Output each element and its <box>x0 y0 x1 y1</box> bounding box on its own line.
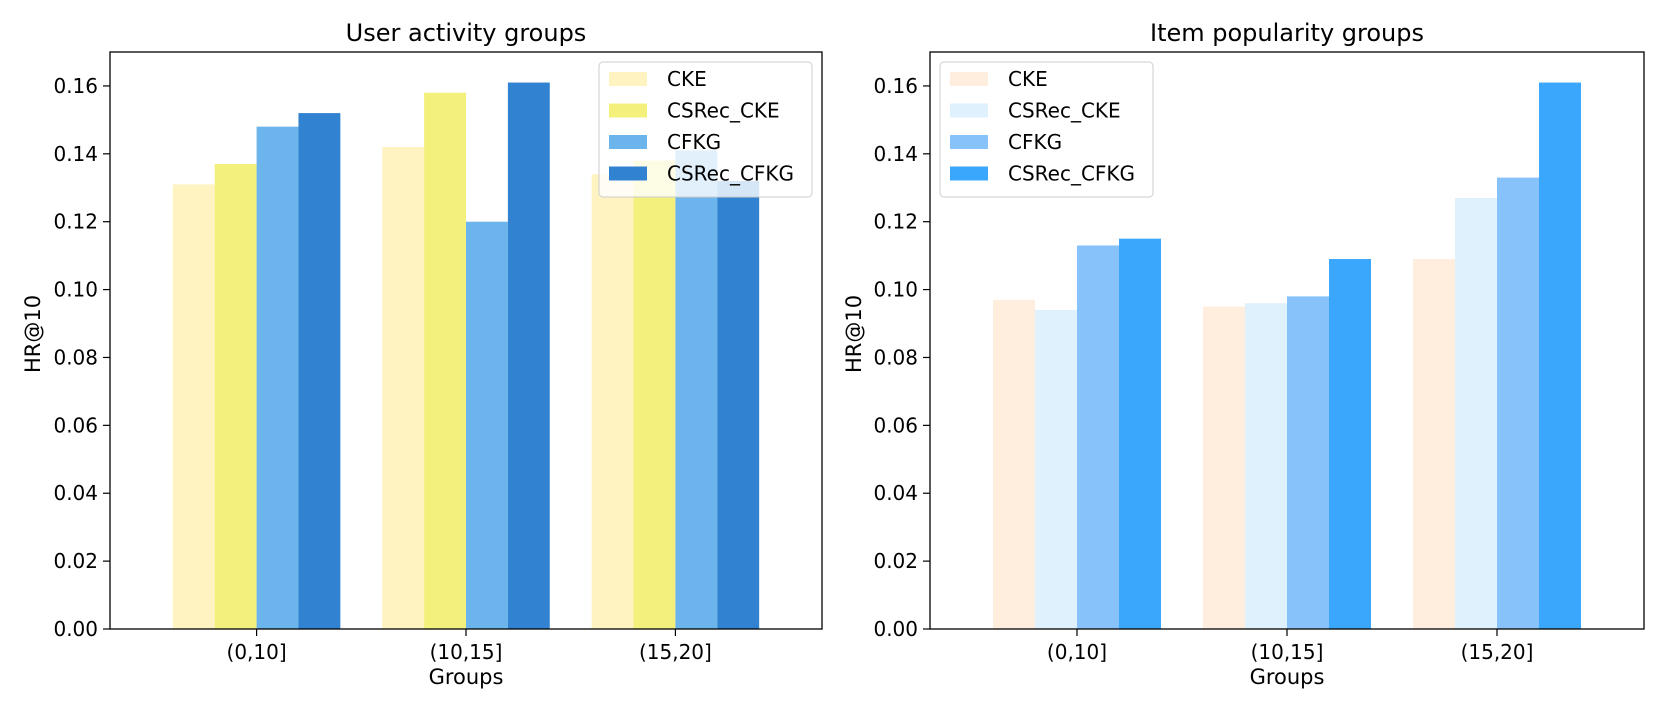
bar-csrec-cfkg-2 <box>1539 82 1581 630</box>
bar-csrec-cke-0 <box>214 164 257 629</box>
y-tick-label: 0.06 <box>53 413 98 437</box>
chart-title: User activity groups <box>346 19 587 47</box>
legend-label: CSRec_CKE <box>667 99 780 123</box>
panel-user-activity: User activity groups Groups HR@10 0.00 0.… <box>21 19 823 689</box>
y-axis-label: HR@10 <box>842 295 866 373</box>
bar-csrec-cke-2 <box>633 160 676 630</box>
x-tick-label: (0,10] <box>1047 640 1107 664</box>
bar-csrec-cfkg-1 <box>1329 259 1371 629</box>
bar-cke-0 <box>172 184 215 629</box>
x-axis-label: Groups <box>1250 665 1325 689</box>
y-tick-label: 0.10 <box>873 278 918 302</box>
y-tick-label: 0.10 <box>53 278 98 302</box>
y-axis-label: HR@10 <box>21 295 45 373</box>
y-tick-label: 0.04 <box>873 481 918 505</box>
legend-swatch <box>950 103 988 118</box>
y-tick-label: 0.16 <box>53 74 98 98</box>
bar-csrec-cke-1 <box>1245 303 1287 629</box>
y-tick-label: 0.00 <box>873 617 918 641</box>
legend-swatch <box>609 166 647 181</box>
bar-cke-2 <box>591 174 634 629</box>
y-tick-label: 0.04 <box>53 481 98 505</box>
legend-label: CFKG <box>1008 130 1062 154</box>
chart-title: Item popularity groups <box>1150 19 1424 47</box>
y-tick-label: 0.14 <box>873 142 918 166</box>
bar-csrec-cke-2 <box>1455 197 1497 629</box>
bar-cke-1 <box>382 147 425 630</box>
legend-swatch <box>950 166 988 181</box>
y-tick-label: 0.12 <box>873 210 918 234</box>
legend-label: CKE <box>667 67 707 91</box>
panel-item-popularity: Item popularity groups Groups HR@10 0.00… <box>842 19 1645 689</box>
bar-cfkg-1 <box>1287 296 1329 629</box>
legend: CKE CSRec_CKE CFKG CSRec_CFKG <box>939 61 1154 198</box>
y-tick-label: 0.08 <box>53 345 98 369</box>
legend-label: CSRec_CFKG <box>667 162 794 186</box>
bar-csrec-cfkg-1 <box>507 82 550 630</box>
legend-label: CKE <box>1008 67 1048 91</box>
x-tick-label: (10,15] <box>430 640 503 664</box>
legend-swatch <box>609 103 647 118</box>
legend-swatch <box>609 135 647 149</box>
bar-cfkg-0 <box>1077 245 1119 629</box>
y-tick-label: 0.08 <box>873 345 918 369</box>
x-tick-label: (15,20] <box>639 640 712 664</box>
x-tick-label: (15,20] <box>1461 640 1534 664</box>
bar-cke-2 <box>1413 259 1455 629</box>
legend-swatch <box>950 135 988 149</box>
legend-label: CFKG <box>667 130 721 154</box>
x-tick-label: (10,15] <box>1251 640 1324 664</box>
legend-label: CSRec_CFKG <box>1008 162 1135 186</box>
legend: CKE CSRec_CKE CFKG CSRec_CFKG <box>598 61 813 198</box>
bar-cke-1 <box>1203 306 1245 629</box>
legend-swatch <box>950 72 988 86</box>
legend-frame <box>598 61 813 198</box>
bar-cfkg-0 <box>256 126 299 630</box>
bar-cfkg-2 <box>1497 177 1539 629</box>
x-axis-label: Groups <box>429 665 504 689</box>
legend-swatch <box>609 72 647 86</box>
y-tick-label: 0.02 <box>53 549 98 573</box>
bar-cfkg-1 <box>466 221 508 629</box>
y-tick-label: 0.06 <box>873 413 918 437</box>
y-tick-label: 0.00 <box>53 617 98 641</box>
legend-frame <box>939 61 1154 198</box>
bar-csrec-cfkg-2 <box>717 180 760 630</box>
y-tick-label: 0.02 <box>873 549 918 573</box>
y-tick-label: 0.12 <box>53 210 98 234</box>
bar-csrec-cke-0 <box>1035 309 1077 629</box>
y-tick-label: 0.14 <box>53 142 98 166</box>
bar-csrec-cke-1 <box>424 92 466 630</box>
y-tick-label: 0.16 <box>873 74 918 98</box>
legend-label: CSRec_CKE <box>1008 99 1121 123</box>
bar-cfkg-2 <box>675 150 718 629</box>
bar-csrec-cfkg-0 <box>298 113 341 630</box>
x-tick-label: (0,10] <box>227 640 287 664</box>
bar-cke-0 <box>993 299 1035 629</box>
bar-csrec-cfkg-0 <box>1119 238 1161 629</box>
